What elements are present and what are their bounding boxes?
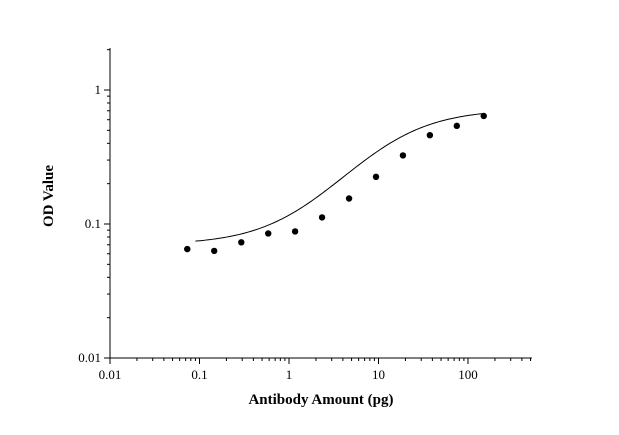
data-point xyxy=(426,131,434,139)
x-tick-label: 0.01 xyxy=(99,367,122,382)
x-axis-ticks: 0.01 0.1 1 10 100 xyxy=(99,358,532,382)
x-axis-title: Antibody Amount (pg) xyxy=(248,392,393,408)
y-axis-title: OD Value xyxy=(41,165,57,227)
y-axis-ticks: 0.01 0.1 1 xyxy=(78,49,110,365)
y-tick-label: 1 xyxy=(95,82,102,97)
y-tick-label: 0.01 xyxy=(78,350,101,365)
data-point xyxy=(345,195,353,202)
fit-curve-line xyxy=(195,112,484,242)
data-point xyxy=(211,247,218,255)
y-tick-label: 0.1 xyxy=(85,216,101,231)
data-point xyxy=(291,228,299,235)
data-point xyxy=(265,230,272,237)
data-point xyxy=(372,173,380,181)
data-point xyxy=(399,152,407,159)
data-point xyxy=(480,112,487,120)
x-tick-label: 0.1 xyxy=(191,367,207,382)
data-point xyxy=(184,245,191,253)
data-point xyxy=(238,239,245,246)
data-point xyxy=(318,214,326,221)
data-point xyxy=(453,122,461,130)
plot-frame xyxy=(109,48,532,359)
x-tick-label: 1 xyxy=(286,367,293,382)
x-tick-label: 10 xyxy=(372,367,385,382)
x-tick-label: 100 xyxy=(458,367,478,382)
data-points xyxy=(184,112,487,255)
